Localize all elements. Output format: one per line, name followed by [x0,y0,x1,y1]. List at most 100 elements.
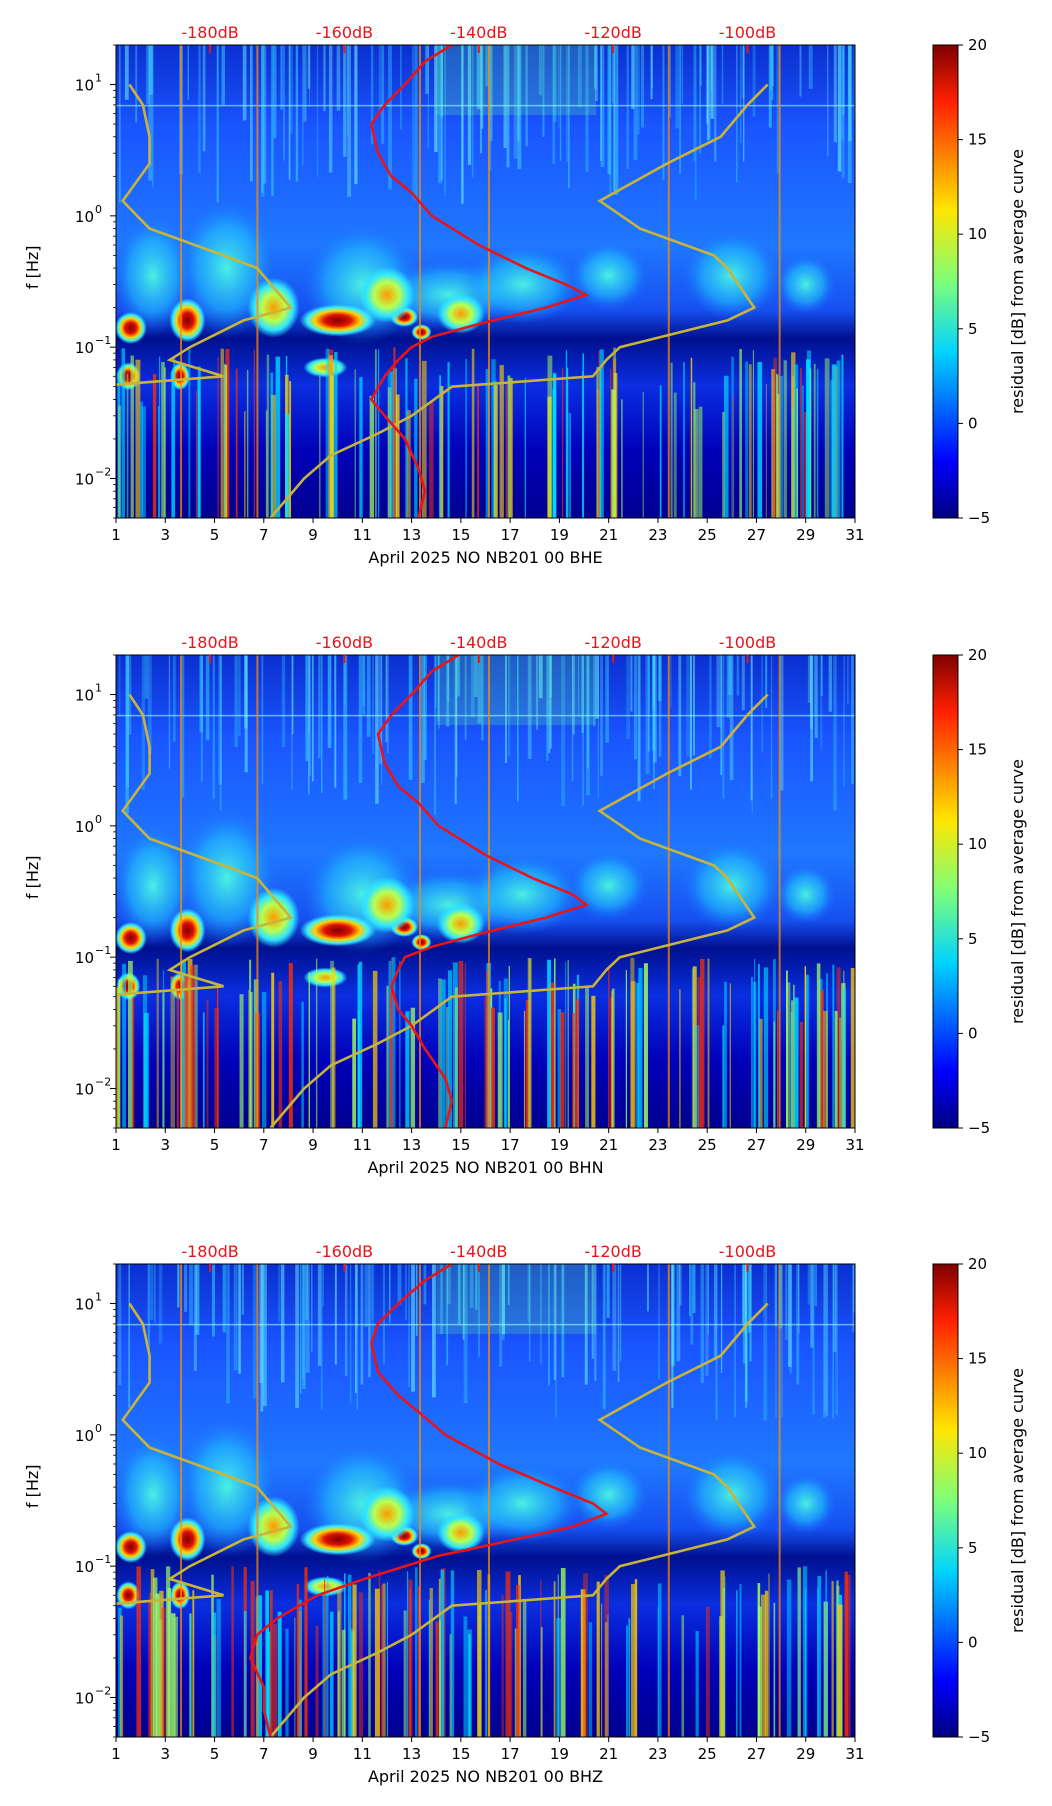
x-tick-label: 13 [402,526,421,544]
transient-spike [184,974,189,1128]
plot-frame [115,44,856,519]
transient-spike [499,365,504,518]
colorbar: 20 15 10 5 0 −5 residual [dB] from average cur… [932,646,1027,1137]
transient-spike [386,1581,388,1737]
upper-streak [263,45,267,184]
event-line [487,45,490,518]
transient-spike [508,965,510,1128]
transient-spike [783,360,787,518]
warm-blob [358,1485,415,1542]
transient-spike [304,1567,308,1737]
transient-spike [149,1592,151,1737]
upper-streak [262,1264,265,1398]
upper-streak [415,1264,418,1336]
event-line [667,655,670,1128]
hf-haze [436,1264,597,1334]
transient-spike [270,372,273,518]
upper-streak [779,1264,783,1329]
x-tick-label: 29 [796,526,815,544]
y-tick-label: 10 [75,1427,94,1445]
upper-streak [317,1264,322,1367]
x-tick-label: 9 [308,526,318,544]
upper-streak [259,1264,264,1384]
upper-streak [852,1264,855,1333]
upper-streak [675,45,679,129]
upper-streak [347,45,352,197]
upper-streak [709,655,712,759]
transient-spike [126,373,129,518]
y-tick-label: 10 [75,1080,94,1098]
transient-spike [407,410,411,518]
transient-spike [161,1607,167,1737]
transient-spike [786,982,791,1128]
transient-spike [285,413,290,518]
transient-spike [331,967,336,1128]
x-axis-label: April 2025 NO NB201 00 BHE [368,548,602,567]
upper-streak [446,655,450,727]
transient-spike [729,983,731,1128]
plot-frame [115,654,856,1129]
average-psd-curve [369,45,590,518]
colorbar: 20 15 10 5 0 −5 residual [dB] from average cur… [932,1255,1027,1746]
x-tick-label: 1 [111,1136,121,1154]
transient-spike [630,981,636,1128]
warm-blob [436,293,485,334]
upper-streak [630,655,633,712]
x-tick-label: 11 [353,1136,372,1154]
upper-streak [423,1264,427,1305]
upper-streak [438,45,442,184]
transient-spike [588,1622,593,1737]
x-tick-label: 17 [501,1745,520,1763]
transient-spike [786,1579,792,1737]
transient-spike [604,1622,608,1737]
upper-streak [780,655,784,791]
transient-spike [465,359,468,518]
upper-streak [147,655,152,754]
upper-streak [653,655,655,789]
storm-blob [299,914,376,947]
transient-spike [547,355,553,518]
transient-spike [576,998,580,1128]
upper-streak [234,655,238,748]
transient-spike [326,1575,329,1737]
event-line [487,655,490,1128]
upper-streak [810,655,814,782]
transient-spike [391,957,396,1128]
transient-spike [670,362,673,518]
upper-streak [356,1264,359,1410]
transient-spike [447,362,450,518]
upper-streak [847,655,849,705]
upper-streak [222,1264,226,1333]
upper-streak [594,45,597,89]
upper-streak [305,655,309,762]
transient-spike [567,960,569,1128]
upper-streak [372,655,374,755]
upper-streak [425,45,429,94]
transient-spike [408,1579,413,1737]
warm-blob [303,967,348,988]
transient-spike [582,353,585,518]
transient-spike [850,967,855,1128]
upper-streak [679,45,682,174]
upper-streak [381,655,383,785]
upper-streak [411,45,415,199]
upper-streak [714,45,717,162]
upper-streak [435,655,437,708]
x-tick-label: 25 [698,1136,717,1154]
x-tick-label: 9 [308,1136,318,1154]
transient-spike [435,1621,439,1737]
upper-streak [471,655,475,718]
transient-spike [732,394,735,518]
upper-streak [585,45,589,172]
transient-spike [141,406,146,518]
transient-spike [504,998,507,1128]
upper-streak [763,1264,768,1421]
x-tick-label: 19 [550,526,569,544]
event-line [180,655,183,1128]
upper-streak [690,1264,694,1345]
upper-streak [824,1264,827,1412]
transient-spike [387,371,393,518]
transient-spike [583,1573,588,1737]
transient-spike [831,364,837,518]
upper-streak [553,45,557,122]
